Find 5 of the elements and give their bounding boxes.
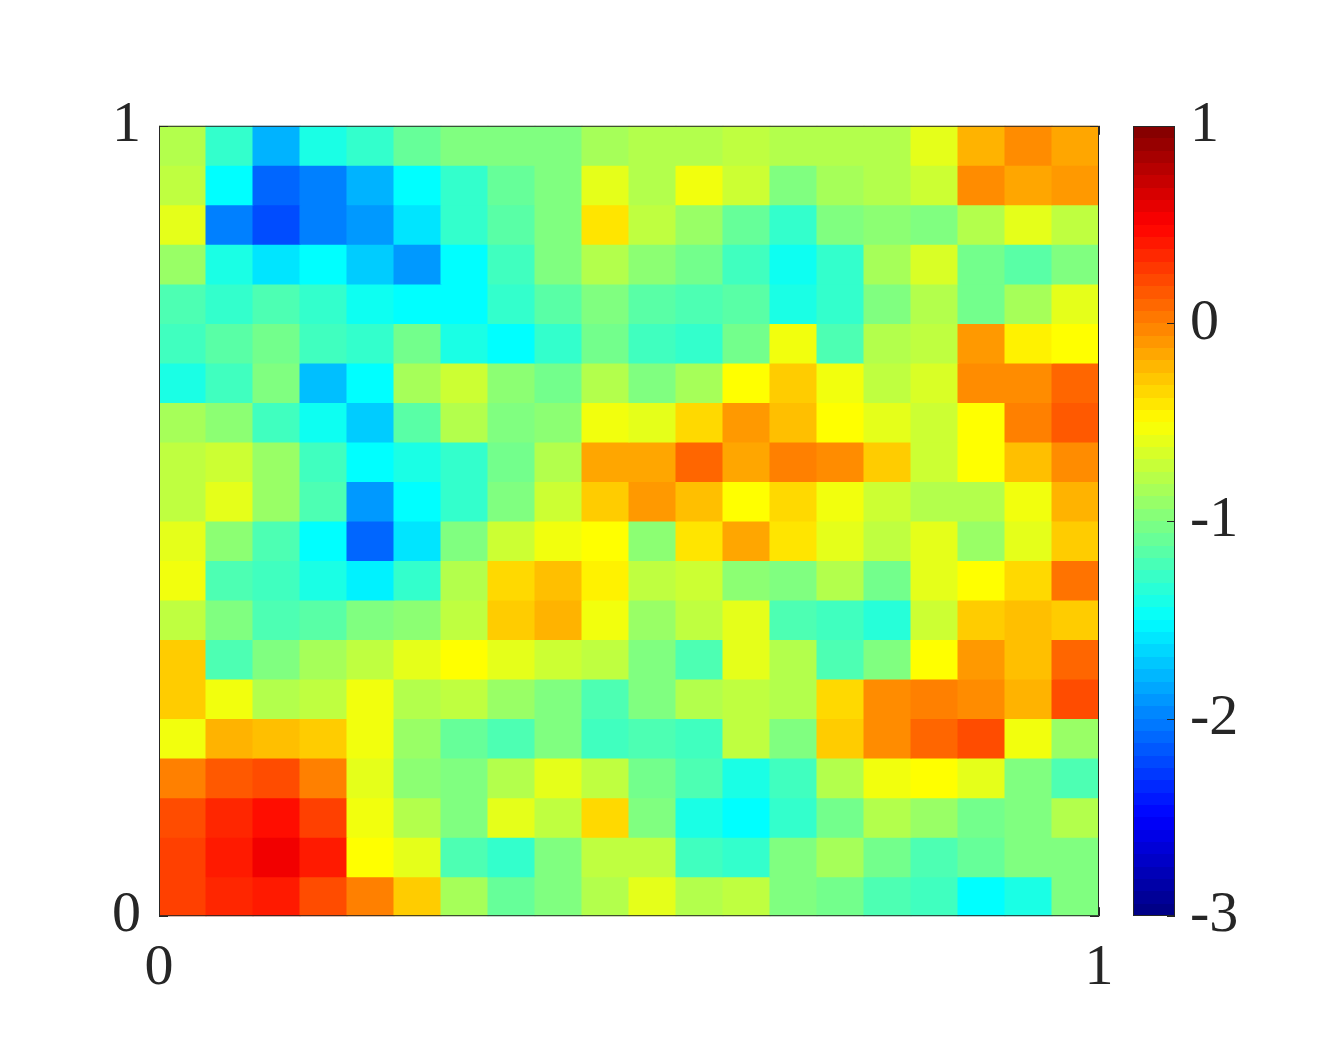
color-bar-label: 0 [1190, 286, 1219, 352]
color-bar-label: 1 [1190, 89, 1219, 155]
color-bar-label: -3 [1190, 879, 1239, 945]
color-bar-label: -2 [1190, 681, 1239, 747]
color-bar-label: -1 [1190, 484, 1239, 550]
